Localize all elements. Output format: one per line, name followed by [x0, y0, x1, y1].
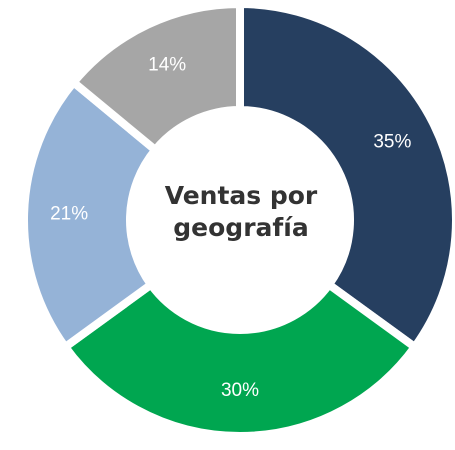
data-label: 21%: [50, 204, 88, 225]
donut-segment: [59, 279, 421, 440]
donut-segment: [67, 0, 244, 156]
donut-segment: [236, 0, 455, 353]
chart-title: Ventas por geografía: [164, 181, 318, 242]
data-label: 14%: [148, 54, 186, 75]
data-label: 35%: [373, 131, 411, 152]
donut-segment: [20, 76, 161, 353]
data-label: 30%: [221, 380, 259, 401]
